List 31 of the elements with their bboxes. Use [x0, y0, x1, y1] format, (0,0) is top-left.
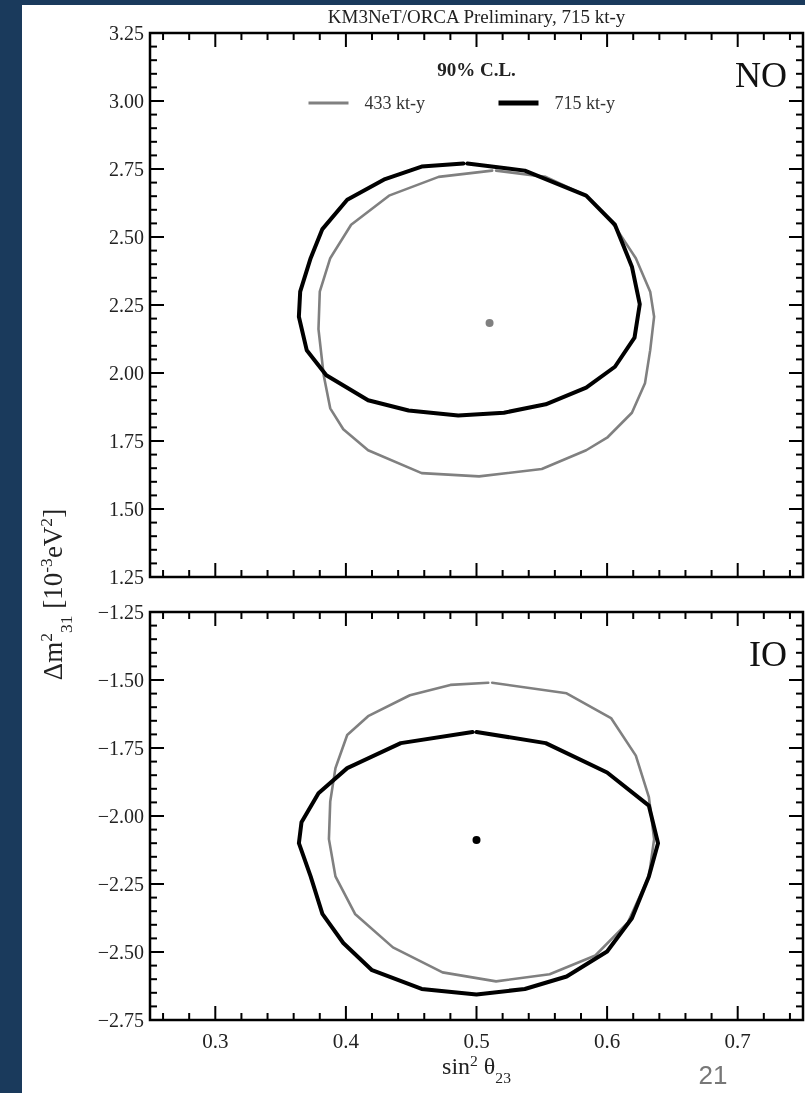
y-tick-label: 2.50: [109, 226, 144, 248]
x-tick-label: 0.3: [202, 1029, 229, 1053]
y-tick-label: −1.50: [97, 669, 144, 691]
y-tick-label: −2.50: [97, 941, 144, 963]
x-axis-title: sin$^{2}$ θ$_{23}$: [442, 1051, 512, 1086]
y-tick-label: −2.00: [97, 805, 144, 827]
y-tick-label: 3.25: [109, 22, 144, 44]
y-tick-label: 1.25: [109, 566, 144, 588]
y-tick-label: −2.75: [97, 1009, 144, 1031]
y-tick-label: 1.50: [109, 498, 144, 520]
y-tick-label: 2.00: [109, 362, 144, 384]
y-tick-label: −1.75: [97, 737, 144, 759]
annotation: NO: [735, 55, 787, 95]
y-tick-label: −2.25: [97, 873, 144, 895]
x-tick-label: 0.6: [593, 1029, 621, 1053]
y-tick-label: 1.75: [109, 430, 144, 452]
y-tick-label: −1.25: [97, 601, 144, 623]
line-series: [296, 729, 661, 997]
x-tick-label: 0.5: [463, 1029, 490, 1053]
y-tick-label: 3.00: [109, 90, 144, 112]
legend-label: 715 kt-y: [554, 93, 615, 114]
x-tick-label: 0.4: [332, 1029, 360, 1053]
annotation: IO: [749, 634, 787, 674]
legend-label: 433 kt-y: [364, 93, 425, 114]
legend-title: 90% C.L.: [437, 59, 516, 80]
chart-title: KM3NeT/ORCA Preliminary, 715 kt-y: [327, 6, 626, 27]
text: 21: [698, 1060, 728, 1090]
y-tick-label: 2.75: [109, 158, 144, 180]
y-tick-label: 2.25: [109, 294, 144, 316]
line-series: [296, 161, 642, 418]
x-tick-label: 0.7: [724, 1029, 751, 1053]
